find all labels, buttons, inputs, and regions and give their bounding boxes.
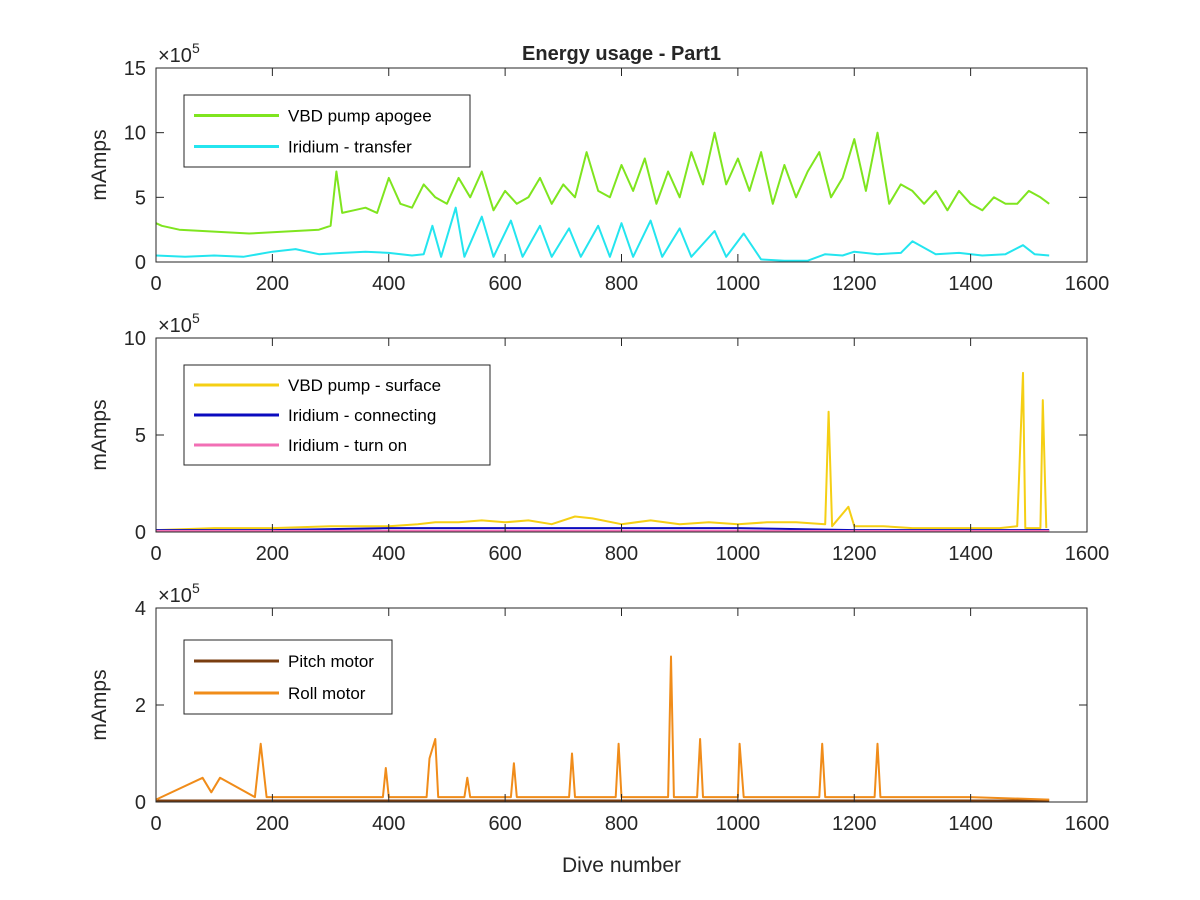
x-tick-label: 1000: [716, 273, 761, 295]
x-tick-label: 0: [150, 273, 161, 295]
series-line-iridium-transfer: [155, 206, 1050, 262]
legend-label: Roll motor: [288, 684, 366, 703]
x-tick-label: 600: [488, 813, 521, 835]
y-exponent-label: ×105: [158, 580, 200, 607]
legend-label: Iridium - connecting: [288, 406, 436, 425]
x-tick-label: 200: [256, 543, 289, 565]
chart-panel-3: 0 200 400 600 800 1000 1200 1400 1600 0 2 4 ×105 mAmp…: [88, 580, 1109, 877]
y-exponent-label: ×105: [158, 40, 200, 67]
x-tick-label: 200: [256, 273, 289, 295]
x-tick-label: 1600: [1065, 543, 1110, 565]
y-tick-label: 10: [124, 123, 146, 145]
x-tick-label: 1000: [716, 543, 761, 565]
y-tick-label: 5: [135, 187, 146, 209]
y-axis-label: mAmps: [88, 399, 111, 470]
x-tick-label: 800: [605, 543, 638, 565]
y-tick-label: 0: [135, 522, 146, 544]
series-line-roll-motor: [155, 655, 1050, 801]
legend-label: Pitch motor: [288, 652, 374, 671]
chart-title: Energy usage - Part1: [522, 43, 721, 65]
x-tick-label: 600: [488, 273, 521, 295]
legend-label: Iridium - turn on: [288, 436, 407, 455]
series-line-vbd-pump-apogee: [155, 131, 1050, 235]
x-tick-label: 1400: [948, 273, 993, 295]
x-tick-label: 1200: [832, 543, 877, 565]
legend: VBD pump apogee Iridium - transfer: [183, 94, 471, 168]
y-tick-label: 10: [124, 328, 146, 350]
y-axis-label: mAmps: [88, 129, 111, 200]
x-tick-label: 0: [150, 813, 161, 835]
x-tick-label: 200: [256, 813, 289, 835]
legend: Pitch motor Roll motor: [183, 639, 393, 715]
legend-box: [183, 94, 471, 168]
x-tick-label: 1600: [1065, 273, 1110, 295]
y-axis-label: mAmps: [88, 669, 111, 740]
legend-label: VBD pump - surface: [288, 376, 441, 395]
x-tick-label: 600: [488, 543, 521, 565]
x-tick-label: 1400: [948, 543, 993, 565]
legend-label: Iridium - transfer: [288, 138, 412, 157]
x-tick-label: 400: [372, 813, 405, 835]
legend-label: VBD pump apogee: [288, 107, 432, 126]
series-line-vbd-pump-surface: [155, 371, 1048, 532]
x-axis-label: Dive number: [562, 854, 681, 877]
legend-box: [183, 639, 393, 715]
y-tick-label: 5: [135, 425, 146, 447]
x-tick-label: 400: [372, 543, 405, 565]
chart-panel-2: 0 200 400 600 800 1000 1200 1400 1600 0 5 10 ×105 mAm…: [88, 310, 1109, 565]
y-tick-label: 0: [135, 792, 146, 814]
x-tick-label: 1000: [716, 813, 761, 835]
y-tick-label: 4: [135, 598, 146, 620]
legend: VBD pump - surface Iridium - connecting Ir…: [183, 364, 491, 466]
x-tick-label: 1600: [1065, 813, 1110, 835]
y-tick-label: 0: [135, 252, 146, 274]
y-tick-label: 15: [124, 58, 146, 80]
x-tick-label: 800: [605, 273, 638, 295]
x-tick-label: 1200: [832, 813, 877, 835]
x-tick-label: 1200: [832, 273, 877, 295]
x-tick-label: 800: [605, 813, 638, 835]
x-tick-label: 0: [150, 543, 161, 565]
y-tick-label: 2: [135, 695, 146, 717]
x-tick-label: 400: [372, 273, 405, 295]
y-exponent-label: ×105: [158, 310, 200, 337]
chart-panel-1: 0 200 400 600 800 1000 1200 1400 1600 0 5 10 15 ×105 m…: [88, 40, 1109, 295]
x-tick-label: 1400: [948, 813, 993, 835]
